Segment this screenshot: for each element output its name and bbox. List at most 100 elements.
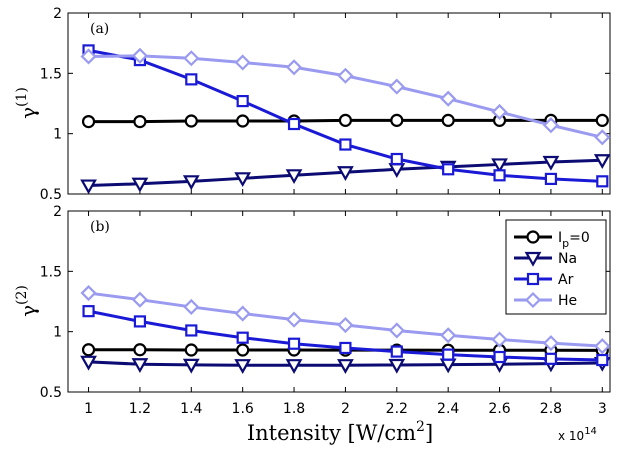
data-point-diamond (594, 338, 611, 355)
data-point-square (82, 305, 95, 318)
data-point-diamond (80, 48, 97, 65)
y-tick-label: 2 (53, 204, 62, 220)
panel-a-tag: (a) (90, 21, 109, 37)
data-point-triangle (542, 155, 560, 171)
data-point-circle (133, 343, 147, 357)
panel-a-series (80, 44, 611, 195)
legend-label-base: Ar (558, 272, 574, 288)
legend-label-sub: p (562, 237, 569, 250)
legend-items: Ip=0Na Ar He (514, 230, 590, 309)
legend-entry: Ar (514, 272, 574, 288)
data-point-diamond (491, 331, 508, 348)
data-point-circle (184, 343, 198, 357)
panel-b-y-axis-title: γ(2) (14, 285, 40, 317)
data-point-diamond (234, 305, 251, 322)
data-point-triangle (337, 166, 354, 182)
x-scale-exp: 14 (584, 426, 597, 437)
data-point-square (236, 331, 249, 344)
data-point-triangle (491, 158, 508, 174)
panel-b-ylabel-sup: (2) (14, 285, 30, 305)
data-point-diamond (388, 322, 405, 339)
data-point-triangle (182, 175, 200, 191)
y-tick-label: 1 (53, 325, 62, 341)
y-tick-label: 1.5 (40, 66, 62, 82)
panel-b-series (80, 284, 611, 374)
data-point-square (596, 175, 609, 188)
data-point-circle (236, 343, 250, 357)
data-point-diamond (285, 59, 303, 76)
data-point-square (185, 73, 198, 86)
data-point-triangle (285, 169, 303, 185)
data-point-diamond (183, 298, 200, 315)
legend-entry: Na (514, 251, 577, 267)
data-point-triangle (337, 359, 354, 374)
data-point-triangle (182, 358, 200, 374)
data-point-square (493, 169, 506, 182)
data-point-square (339, 138, 352, 151)
legend-label: Na (558, 251, 577, 267)
legend: Ip=0Na Ar He (505, 219, 607, 315)
data-point-triangle (285, 359, 303, 374)
data-point-square (287, 337, 301, 350)
x-axis-title-sup: 2 (416, 419, 425, 435)
data-point-square (442, 348, 455, 361)
x-axis-title: Intensity [W/cm2] (247, 419, 433, 445)
data-point-triangle (234, 172, 252, 188)
data-point-triangle (131, 358, 149, 373)
panel-a-y-axis-title: γ(1) (14, 87, 40, 119)
panel-b-x-ticks (88, 211, 603, 392)
x-tick-label: 1.6 (232, 401, 254, 417)
data-point-circle (338, 113, 353, 127)
data-point-circle (81, 114, 96, 129)
x-tick-label: 1.2 (129, 401, 151, 417)
x-axis-title-end: ] (425, 421, 433, 445)
x-scale-factor: x 1014 (558, 426, 597, 443)
data-point-diamond (440, 90, 457, 107)
x-axis-title-main: Intensity [W/cm (247, 421, 416, 445)
data-point-triangle (80, 179, 97, 195)
x-tick-label: 2.6 (488, 401, 510, 417)
x-tick-label: 2.8 (540, 401, 562, 417)
panel-a-ylabel-base: γ (16, 107, 40, 119)
data-point-diamond (491, 103, 508, 121)
data-point-circle (595, 113, 609, 127)
panel-a: 0.5 1 1.5 2 (a) γ(1) (14, 6, 611, 203)
legend-label: Ip=0 (558, 230, 590, 250)
y-tick-label: 1.5 (40, 264, 62, 280)
data-point-square (544, 172, 558, 186)
data-point-circle (526, 230, 540, 244)
data-point-triangle (524, 251, 542, 267)
data-point-diamond (131, 291, 148, 308)
x-tick-label: 2.4 (437, 401, 459, 417)
panel-b-tag: (b) (90, 219, 110, 235)
legend-label-base: Na (558, 251, 577, 267)
legend-label-base: I (558, 230, 562, 246)
data-point-diamond (524, 291, 542, 309)
data-point-circle (390, 113, 404, 127)
panel-a-y-ticks: 0.5 1 1.5 2 (40, 6, 610, 203)
y-tick-label: 2 (53, 6, 62, 22)
data-point-square (493, 350, 506, 364)
x-tick-labels: 1 1.2 1.4 1.6 1.8 2 2.2 2.4 2.6 2.8 3 (84, 401, 607, 417)
data-point-circle (81, 343, 96, 357)
data-point-square (390, 345, 403, 358)
data-point-diamond (337, 316, 354, 334)
y-tick-label: 0.5 (40, 187, 62, 203)
data-point-circle (236, 114, 250, 128)
data-point-diamond (388, 78, 405, 95)
data-point-square (339, 341, 352, 355)
data-point-triangle (234, 359, 252, 374)
legend-label-base: He (558, 293, 577, 309)
series-ip-0 (81, 113, 609, 129)
data-point-diamond (594, 129, 611, 146)
panel-b-ylabel-base: γ (16, 305, 40, 317)
data-point-square (185, 324, 198, 337)
data-point-circle (184, 114, 198, 128)
x-tick-label: 1 (84, 401, 93, 417)
data-point-square (133, 315, 147, 328)
legend-label: Ar (558, 272, 574, 288)
legend-label: He (558, 293, 577, 309)
y-tick-label: 1 (53, 127, 62, 143)
data-point-triangle (593, 154, 611, 169)
